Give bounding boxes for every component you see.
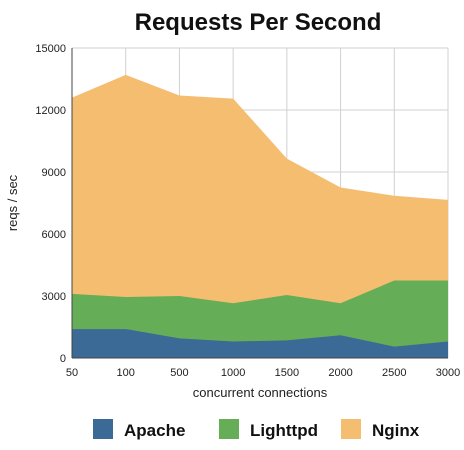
x-tick-label: 2000 xyxy=(328,367,352,379)
x-tick-label: 100 xyxy=(117,367,135,379)
x-tick-label: 500 xyxy=(170,367,188,379)
x-axis-label: concurrent connections xyxy=(193,385,328,400)
legend-swatch xyxy=(219,419,239,439)
y-tick-label: 15000 xyxy=(35,43,66,55)
axes xyxy=(71,48,448,359)
legend-item-nginx: Nginx xyxy=(341,419,420,440)
series-area-nginx xyxy=(72,74,448,358)
legend-swatch xyxy=(341,419,361,439)
legend-label: Apache xyxy=(124,421,185,440)
series-areas xyxy=(72,74,448,358)
y-tick-labels: 0 3000 6000 9000 12000 15000 xyxy=(35,43,66,365)
y-axis-label: reqs / sec xyxy=(5,174,20,231)
x-tick-label: 1500 xyxy=(275,367,299,379)
x-tick-label: 50 xyxy=(66,367,78,379)
legend-item-apache: Apache xyxy=(93,419,185,440)
legend-label: Nginx xyxy=(372,421,420,440)
y-tick-label: 6000 xyxy=(42,229,66,241)
x-tick-labels: 50 100 500 1000 1500 2000 2500 3000 xyxy=(66,367,460,379)
y-tick-label: 12000 xyxy=(35,105,66,117)
legend-label: Lighttpd xyxy=(250,421,318,440)
y-tick-label: 9000 xyxy=(42,167,66,179)
legend-swatch xyxy=(93,419,113,439)
y-tick-label: 3000 xyxy=(42,291,66,303)
x-tick-label: 3000 xyxy=(436,367,460,379)
chart-title: Requests Per Second xyxy=(135,9,382,36)
legend: Apache Lighttpd Nginx xyxy=(93,419,420,440)
y-tick-label: 0 xyxy=(60,353,66,365)
series-area-apache xyxy=(72,329,448,358)
legend-item-lighttpd: Lighttpd xyxy=(219,419,318,440)
x-tick-label: 1000 xyxy=(221,367,245,379)
x-tick-label: 2500 xyxy=(382,367,406,379)
